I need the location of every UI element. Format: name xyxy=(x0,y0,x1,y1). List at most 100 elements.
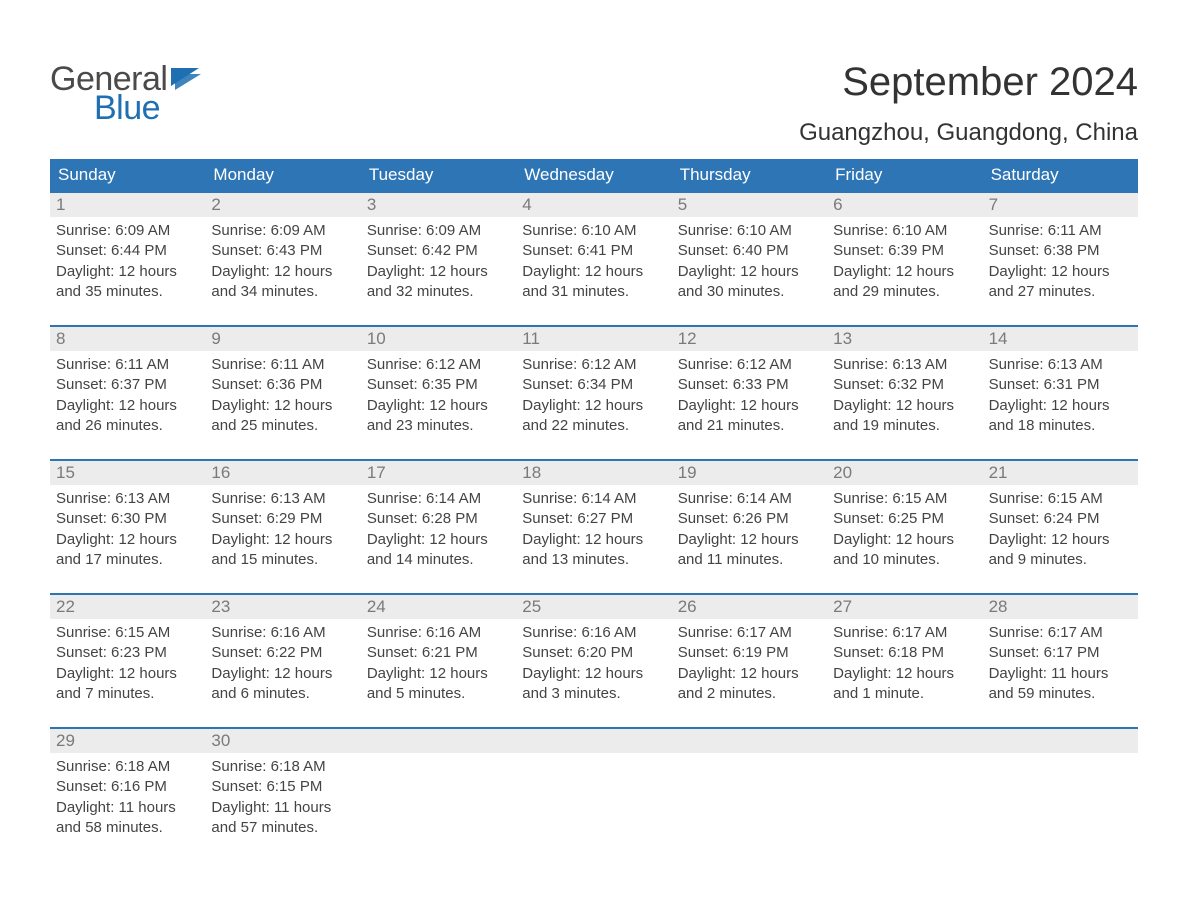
day-d1: Daylight: 12 hours xyxy=(367,530,510,550)
day-sr: Sunrise: 6:09 AM xyxy=(367,221,510,241)
day-ss: Sunset: 6:21 PM xyxy=(367,643,510,663)
weekday-header-row: SundayMondayTuesdayWednesdayThursdayFrid… xyxy=(50,159,1138,191)
day-sr: Sunrise: 6:13 AM xyxy=(56,489,199,509)
day-number: 23 xyxy=(205,595,360,619)
day-sr: Sunrise: 6:15 AM xyxy=(989,489,1132,509)
day-content: Sunrise: 6:17 AMSunset: 6:17 PMDaylight:… xyxy=(983,619,1138,709)
day-number: 5 xyxy=(672,193,827,217)
day-content xyxy=(361,753,516,843)
day-ss: Sunset: 6:22 PM xyxy=(211,643,354,663)
day-d1: Daylight: 12 hours xyxy=(211,530,354,550)
day-d1: Daylight: 12 hours xyxy=(678,530,821,550)
day-d1: Daylight: 12 hours xyxy=(56,664,199,684)
day-d2: and 3 minutes. xyxy=(522,684,665,704)
day-sr: Sunrise: 6:13 AM xyxy=(989,355,1132,375)
day-number: 8 xyxy=(50,327,205,351)
day-d1: Daylight: 12 hours xyxy=(522,396,665,416)
day-sr: Sunrise: 6:14 AM xyxy=(522,489,665,509)
day-d2: and 58 minutes. xyxy=(56,818,199,838)
day-sr: Sunrise: 6:16 AM xyxy=(522,623,665,643)
day-number xyxy=(516,729,671,753)
day-d2: and 19 minutes. xyxy=(833,416,976,436)
week-row: 891011121314Sunrise: 6:11 AMSunset: 6:37… xyxy=(50,325,1138,441)
day-content: Sunrise: 6:15 AMSunset: 6:23 PMDaylight:… xyxy=(50,619,205,709)
day-content: Sunrise: 6:15 AMSunset: 6:24 PMDaylight:… xyxy=(983,485,1138,575)
day-sr: Sunrise: 6:17 AM xyxy=(989,623,1132,643)
day-number xyxy=(361,729,516,753)
day-ss: Sunset: 6:26 PM xyxy=(678,509,821,529)
day-content: Sunrise: 6:10 AMSunset: 6:41 PMDaylight:… xyxy=(516,217,671,307)
day-content: Sunrise: 6:18 AMSunset: 6:15 PMDaylight:… xyxy=(205,753,360,843)
day-content: Sunrise: 6:18 AMSunset: 6:16 PMDaylight:… xyxy=(50,753,205,843)
day-content: Sunrise: 6:11 AMSunset: 6:36 PMDaylight:… xyxy=(205,351,360,441)
weekday-cell: Friday xyxy=(827,159,982,191)
day-d2: and 27 minutes. xyxy=(989,282,1132,302)
day-number: 13 xyxy=(827,327,982,351)
day-content: Sunrise: 6:09 AMSunset: 6:44 PMDaylight:… xyxy=(50,217,205,307)
day-sr: Sunrise: 6:11 AM xyxy=(56,355,199,375)
day-ss: Sunset: 6:28 PM xyxy=(367,509,510,529)
day-number xyxy=(983,729,1138,753)
day-d2: and 18 minutes. xyxy=(989,416,1132,436)
header: General Blue September 2024 Guangzhou, G… xyxy=(50,20,1138,147)
day-content: Sunrise: 6:16 AMSunset: 6:21 PMDaylight:… xyxy=(361,619,516,709)
day-d2: and 1 minute. xyxy=(833,684,976,704)
day-sr: Sunrise: 6:15 AM xyxy=(833,489,976,509)
week-row: 2930Sunrise: 6:18 AMSunset: 6:16 PMDayli… xyxy=(50,727,1138,843)
day-content: Sunrise: 6:12 AMSunset: 6:33 PMDaylight:… xyxy=(672,351,827,441)
day-ss: Sunset: 6:43 PM xyxy=(211,241,354,261)
day-number: 16 xyxy=(205,461,360,485)
day-ss: Sunset: 6:33 PM xyxy=(678,375,821,395)
weekday-cell: Wednesday xyxy=(516,159,671,191)
day-d2: and 9 minutes. xyxy=(989,550,1132,570)
day-d1: Daylight: 12 hours xyxy=(989,262,1132,282)
day-d1: Daylight: 11 hours xyxy=(211,798,354,818)
day-d2: and 13 minutes. xyxy=(522,550,665,570)
day-sr: Sunrise: 6:16 AM xyxy=(367,623,510,643)
day-sr: Sunrise: 6:12 AM xyxy=(367,355,510,375)
day-number: 3 xyxy=(361,193,516,217)
day-number: 18 xyxy=(516,461,671,485)
day-ss: Sunset: 6:18 PM xyxy=(833,643,976,663)
day-number: 20 xyxy=(827,461,982,485)
day-d1: Daylight: 12 hours xyxy=(211,664,354,684)
day-ss: Sunset: 6:36 PM xyxy=(211,375,354,395)
day-content xyxy=(672,753,827,843)
weekday-cell: Monday xyxy=(205,159,360,191)
day-content: Sunrise: 6:14 AMSunset: 6:26 PMDaylight:… xyxy=(672,485,827,575)
day-sr: Sunrise: 6:13 AM xyxy=(833,355,976,375)
day-d2: and 35 minutes. xyxy=(56,282,199,302)
day-ss: Sunset: 6:27 PM xyxy=(522,509,665,529)
day-d2: and 23 minutes. xyxy=(367,416,510,436)
day-sr: Sunrise: 6:18 AM xyxy=(211,757,354,777)
day-d1: Daylight: 12 hours xyxy=(833,396,976,416)
day-sr: Sunrise: 6:11 AM xyxy=(989,221,1132,241)
day-d1: Daylight: 12 hours xyxy=(678,262,821,282)
day-number: 12 xyxy=(672,327,827,351)
day-sr: Sunrise: 6:13 AM xyxy=(211,489,354,509)
day-ss: Sunset: 6:15 PM xyxy=(211,777,354,797)
day-ss: Sunset: 6:31 PM xyxy=(989,375,1132,395)
day-d2: and 26 minutes. xyxy=(56,416,199,436)
day-content: Sunrise: 6:11 AMSunset: 6:38 PMDaylight:… xyxy=(983,217,1138,307)
day-content: Sunrise: 6:09 AMSunset: 6:43 PMDaylight:… xyxy=(205,217,360,307)
week-row: 15161718192021Sunrise: 6:13 AMSunset: 6:… xyxy=(50,459,1138,575)
day-number: 15 xyxy=(50,461,205,485)
day-sr: Sunrise: 6:18 AM xyxy=(56,757,199,777)
day-ss: Sunset: 6:37 PM xyxy=(56,375,199,395)
day-d2: and 22 minutes. xyxy=(522,416,665,436)
day-content: Sunrise: 6:13 AMSunset: 6:31 PMDaylight:… xyxy=(983,351,1138,441)
day-d2: and 2 minutes. xyxy=(678,684,821,704)
logo: General Blue xyxy=(50,60,205,128)
day-d2: and 57 minutes. xyxy=(211,818,354,838)
day-d1: Daylight: 12 hours xyxy=(833,530,976,550)
day-content: Sunrise: 6:13 AMSunset: 6:32 PMDaylight:… xyxy=(827,351,982,441)
day-content xyxy=(983,753,1138,843)
day-number: 10 xyxy=(361,327,516,351)
day-d2: and 29 minutes. xyxy=(833,282,976,302)
day-ss: Sunset: 6:44 PM xyxy=(56,241,199,261)
day-d1: Daylight: 12 hours xyxy=(56,396,199,416)
day-number: 24 xyxy=(361,595,516,619)
day-number xyxy=(827,729,982,753)
day-number: 11 xyxy=(516,327,671,351)
